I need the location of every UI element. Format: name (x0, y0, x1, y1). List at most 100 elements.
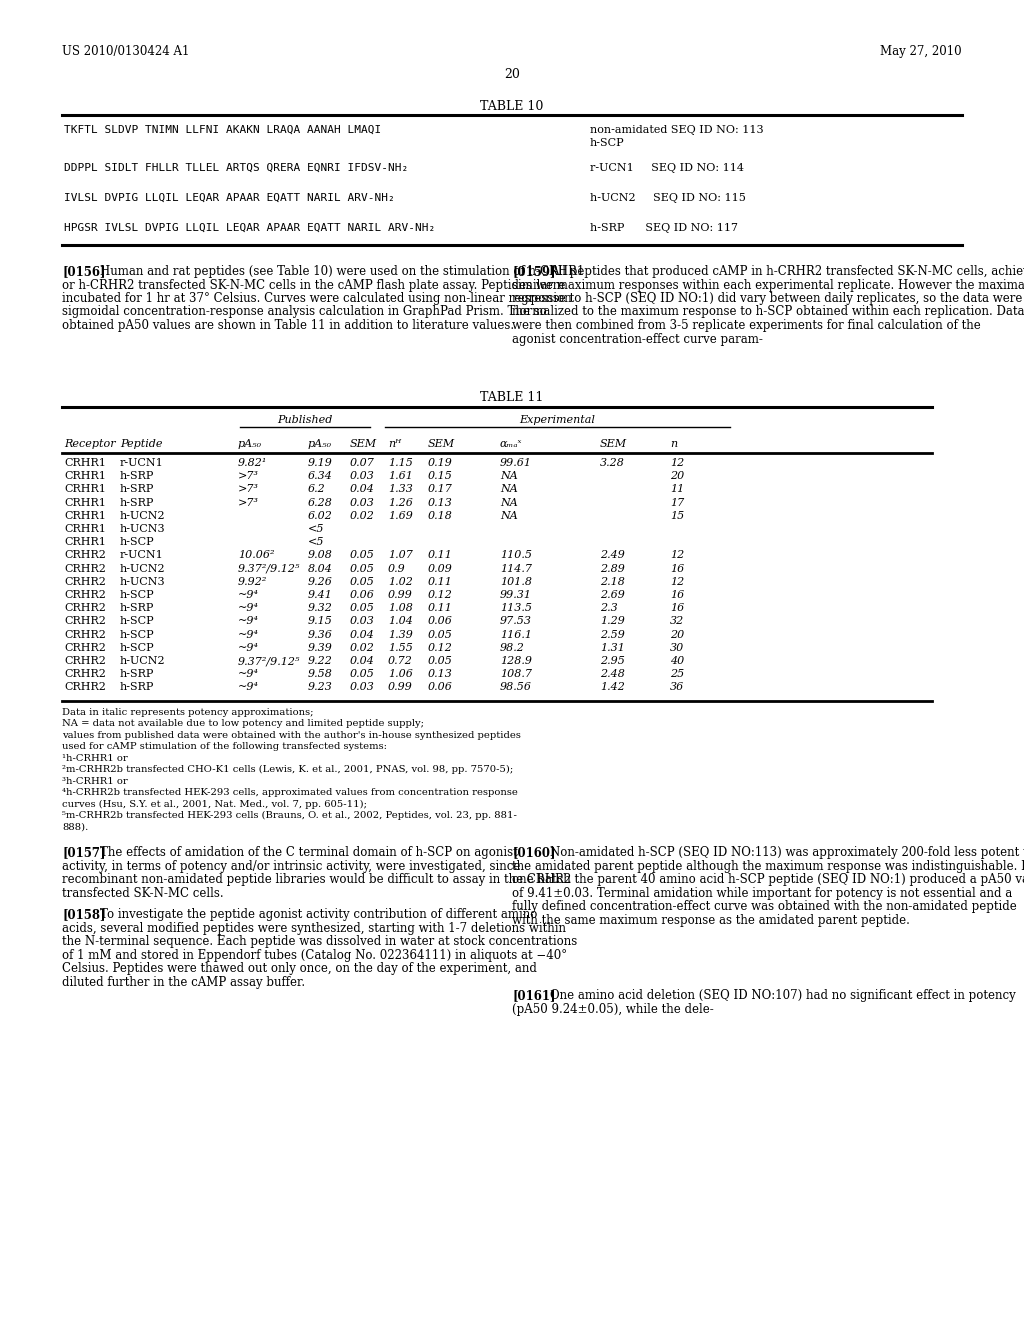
Text: 9.19: 9.19 (308, 458, 333, 469)
Text: CRHR1: CRHR1 (63, 524, 105, 535)
Text: 0.04: 0.04 (350, 656, 375, 667)
Text: 2.89: 2.89 (600, 564, 625, 574)
Text: ³h-CRHR1 or: ³h-CRHR1 or (62, 776, 128, 785)
Text: CRHR1: CRHR1 (63, 484, 105, 495)
Text: 98.2: 98.2 (500, 643, 525, 653)
Text: were then combined from 3-5 replicate experiments for final calculation of the: were then combined from 3-5 replicate ex… (512, 319, 981, 333)
Text: 9.82¹: 9.82¹ (238, 458, 267, 469)
Text: Receptor: Receptor (63, 440, 116, 449)
Text: 108.7: 108.7 (500, 669, 532, 680)
Text: CRHR2: CRHR2 (63, 550, 105, 561)
Text: 1.61: 1.61 (388, 471, 413, 482)
Text: [0156]: [0156] (62, 265, 105, 279)
Text: 888).: 888). (62, 822, 88, 832)
Text: 9.26: 9.26 (308, 577, 333, 587)
Text: 9.15: 9.15 (308, 616, 333, 627)
Text: ~9⁴: ~9⁴ (238, 682, 259, 693)
Text: 0.72: 0.72 (388, 656, 413, 667)
Text: 0.06: 0.06 (428, 682, 453, 693)
Text: CRHR2: CRHR2 (63, 603, 105, 614)
Text: All peptides that produced cAMP in h-CRHR2 transfected SK-N-MC cells, achieved: All peptides that produced cAMP in h-CRH… (550, 265, 1024, 279)
Text: 6.02: 6.02 (308, 511, 333, 521)
Text: 101.8: 101.8 (500, 577, 532, 587)
Text: CRHR1: CRHR1 (63, 537, 105, 548)
Text: 0.12: 0.12 (428, 590, 453, 601)
Text: transfected SK-N-MC cells.: transfected SK-N-MC cells. (62, 887, 223, 900)
Text: TABLE 11: TABLE 11 (480, 391, 544, 404)
Text: NA: NA (500, 484, 518, 495)
Text: 9.23: 9.23 (308, 682, 333, 693)
Text: 0.02: 0.02 (350, 511, 375, 521)
Text: 0.99: 0.99 (388, 682, 413, 693)
Text: ~9⁴: ~9⁴ (238, 630, 259, 640)
Text: ~9⁴: ~9⁴ (238, 616, 259, 627)
Text: 0.06: 0.06 (428, 616, 453, 627)
Text: 20: 20 (670, 471, 684, 482)
Text: h-SRP: h-SRP (120, 682, 155, 693)
Text: 0.04: 0.04 (350, 630, 375, 640)
Text: 1.02: 1.02 (388, 577, 413, 587)
Text: ~9⁴: ~9⁴ (238, 590, 259, 601)
Text: 12: 12 (670, 577, 684, 587)
Text: 116.1: 116.1 (500, 630, 532, 640)
Text: 16: 16 (670, 603, 684, 614)
Text: 113.5: 113.5 (500, 603, 532, 614)
Text: 36: 36 (670, 682, 684, 693)
Text: 2.18: 2.18 (600, 577, 625, 587)
Text: or h-CRHR2 transfected SK-N-MC cells in the cAMP flash plate assay. Peptides wer: or h-CRHR2 transfected SK-N-MC cells in … (62, 279, 565, 292)
Text: 6.2: 6.2 (308, 484, 326, 495)
Text: ⁵m-CRHR2b transfected HEK-293 cells (Brauns, O. et al., 2002, Peptides, vol. 23,: ⁵m-CRHR2b transfected HEK-293 cells (Bra… (62, 810, 517, 820)
Text: ~9⁴: ~9⁴ (238, 669, 259, 680)
Text: [0158]: [0158] (62, 908, 105, 921)
Text: NA: NA (500, 511, 518, 521)
Text: CRHR2: CRHR2 (63, 656, 105, 667)
Text: 114.7: 114.7 (500, 564, 532, 574)
Text: 0.05: 0.05 (350, 564, 375, 574)
Text: 0.13: 0.13 (428, 498, 453, 508)
Text: IVLSL DVPIG LLQIL LEQAR APAAR EQATT NARIL ARV-NH₂: IVLSL DVPIG LLQIL LEQAR APAAR EQATT NARI… (63, 193, 394, 203)
Text: recombinant non-amidated peptide libraries would be difficult to assay in the CR: recombinant non-amidated peptide librari… (62, 873, 571, 886)
Text: 32: 32 (670, 616, 684, 627)
Text: 3.28: 3.28 (600, 458, 625, 469)
Text: h-SCP: h-SCP (120, 590, 155, 601)
Text: 6.34: 6.34 (308, 471, 333, 482)
Text: 97.53: 97.53 (500, 616, 532, 627)
Text: 8.04: 8.04 (308, 564, 333, 574)
Text: 0.9: 0.9 (388, 564, 406, 574)
Text: 25: 25 (670, 669, 684, 680)
Text: 16: 16 (670, 590, 684, 601)
Text: 12: 12 (670, 458, 684, 469)
Text: CRHR2: CRHR2 (63, 682, 105, 693)
Text: 9.32: 9.32 (308, 603, 333, 614)
Text: h-SCP: h-SCP (120, 616, 155, 627)
Text: 9.37²/9.12⁵: 9.37²/9.12⁵ (238, 656, 300, 667)
Text: 99.31: 99.31 (500, 590, 532, 601)
Text: 9.08: 9.08 (308, 550, 333, 561)
Text: 1.26: 1.26 (388, 498, 413, 508)
Text: CRHR2: CRHR2 (63, 616, 105, 627)
Text: 0.05: 0.05 (428, 656, 453, 667)
Text: 9.22: 9.22 (308, 656, 333, 667)
Text: 2.3: 2.3 (600, 603, 617, 614)
Text: 1.55: 1.55 (388, 643, 413, 653)
Text: 0.05: 0.05 (428, 630, 453, 640)
Text: 2.95: 2.95 (600, 656, 625, 667)
Text: 0.05: 0.05 (350, 550, 375, 561)
Text: fully defined concentration-effect curve was obtained with the non-amidated pept: fully defined concentration-effect curve… (512, 900, 1017, 913)
Text: 15: 15 (670, 511, 684, 521)
Text: 9.92²: 9.92² (238, 577, 267, 587)
Text: agonist concentration-effect curve param-: agonist concentration-effect curve param… (512, 333, 763, 346)
Text: 6.28: 6.28 (308, 498, 333, 508)
Text: sigmoidal concentration-response analysis calculation in GraphPad Prism. The so: sigmoidal concentration-response analysi… (62, 305, 547, 318)
Text: 9.39: 9.39 (308, 643, 333, 653)
Text: h-UCN2: h-UCN2 (120, 511, 166, 521)
Text: CRHR1: CRHR1 (63, 511, 105, 521)
Text: 0.15: 0.15 (428, 471, 453, 482)
Text: 0.03: 0.03 (350, 471, 375, 482)
Text: h-SCP: h-SCP (120, 630, 155, 640)
Text: NA = data not available due to low potency and limited peptide supply;: NA = data not available due to low poten… (62, 719, 424, 729)
Text: 0.09: 0.09 (428, 564, 453, 574)
Text: CRHR1: CRHR1 (63, 471, 105, 482)
Text: CRHR2: CRHR2 (63, 577, 105, 587)
Text: 1.31: 1.31 (600, 643, 625, 653)
